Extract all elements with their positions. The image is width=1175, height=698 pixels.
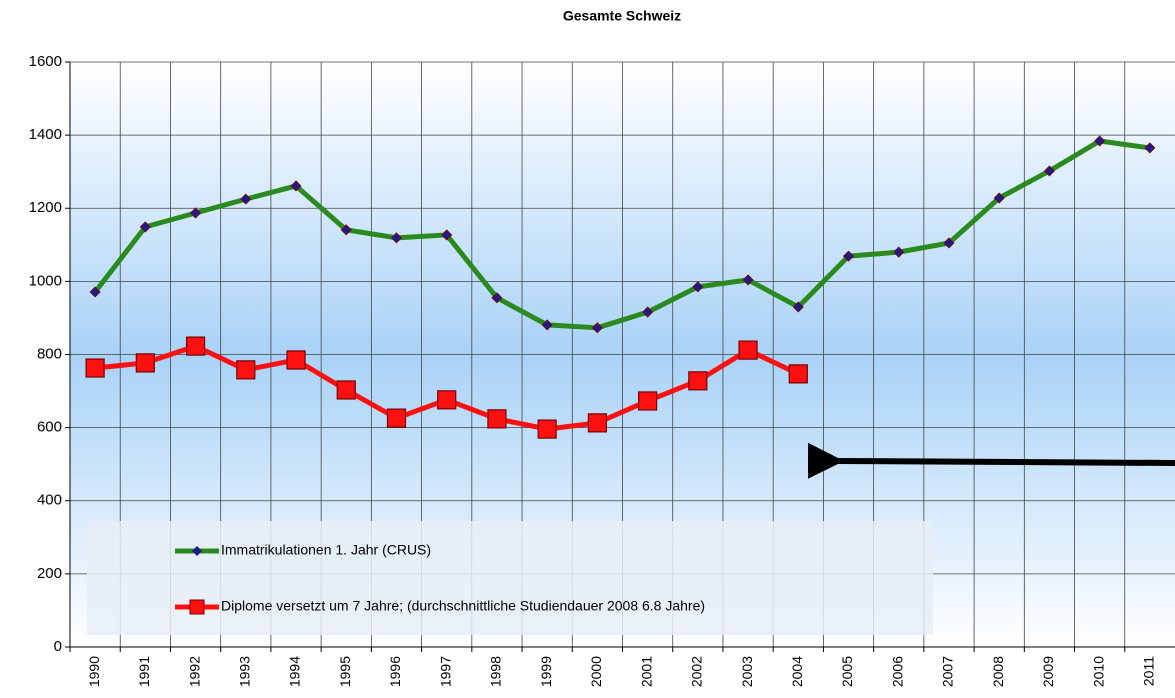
- marker: [1094, 135, 1106, 147]
- marker: [441, 229, 453, 241]
- y-tick-label: 1600: [29, 53, 62, 70]
- marker: [85, 358, 105, 378]
- marker: [240, 193, 252, 205]
- marker: [89, 286, 101, 298]
- y-tick-label: 400: [37, 492, 62, 509]
- marker: [236, 360, 256, 380]
- marker: [386, 408, 407, 428]
- marker: [286, 350, 306, 370]
- arrow: [807, 442, 1175, 479]
- chart-title: Gesamte Schweiz: [563, 8, 681, 24]
- x-tick-label: 1992: [186, 656, 202, 687]
- x-tick-label: 1993: [236, 656, 252, 687]
- marker: [1144, 142, 1156, 154]
- marker: [185, 336, 206, 356]
- x-tick-label: 1999: [538, 656, 554, 687]
- marker: [943, 237, 955, 249]
- marker: [487, 409, 507, 429]
- x-tick-label: 2003: [739, 656, 755, 687]
- marker: [738, 340, 758, 360]
- x-tick-label: 2010: [1090, 656, 1106, 687]
- marker: [587, 413, 607, 433]
- marker: [437, 390, 457, 410]
- marker: [135, 353, 155, 373]
- x-tick-label: 2000: [588, 656, 604, 687]
- y-tick-label: 1200: [29, 199, 62, 216]
- x-tick-label: 1997: [437, 656, 453, 687]
- legend-marker: [192, 546, 202, 556]
- marker: [491, 292, 503, 304]
- x-tick-label: 1996: [387, 656, 403, 687]
- x-tick-label: 1995: [337, 656, 353, 687]
- series-line: [93, 138, 1151, 331]
- marker: [638, 391, 658, 411]
- y-tick-label: 1400: [29, 126, 62, 143]
- marker: [190, 207, 202, 219]
- marker: [1043, 165, 1055, 177]
- marker: [993, 192, 1005, 204]
- marker: [742, 274, 754, 286]
- x-tick-label: 2005: [839, 656, 855, 687]
- marker: [390, 232, 403, 244]
- legend: [87, 521, 933, 635]
- x-tick-label: 2007: [940, 656, 956, 687]
- marker: [340, 224, 352, 236]
- marker: [139, 221, 151, 233]
- legend-label: Diplome versetzt um 7 Jahre; (durchschni…: [221, 598, 705, 614]
- marker: [792, 301, 804, 313]
- x-tick-label: 2004: [789, 656, 805, 687]
- x-tick-label: 1998: [488, 656, 504, 687]
- marker: [591, 322, 603, 334]
- marker: [893, 246, 905, 258]
- y-tick-label: 0: [54, 638, 62, 655]
- x-tick-label: 1994: [287, 656, 303, 687]
- x-tick-label: 1991: [136, 656, 152, 687]
- x-tick-label: 2001: [638, 656, 654, 687]
- y-tick-label: 200: [37, 565, 62, 582]
- marker: [541, 319, 553, 331]
- marker: [842, 250, 855, 262]
- x-tick-label: 2008: [990, 656, 1006, 687]
- marker: [336, 380, 356, 400]
- x-tick-label: 2009: [1040, 656, 1056, 687]
- marker: [290, 180, 302, 192]
- marker: [692, 281, 704, 293]
- marker: [788, 364, 808, 384]
- x-tick-label: 1990: [86, 656, 102, 687]
- x-tick-label: 2011: [1141, 656, 1157, 686]
- marker: [688, 371, 708, 391]
- legend-label: Immatrikulationen 1. Jahr (CRUS): [221, 542, 431, 558]
- x-tick-label: 2006: [889, 656, 905, 687]
- marker: [537, 419, 557, 439]
- y-tick-label: 800: [37, 345, 62, 362]
- y-tick-label: 600: [37, 419, 62, 436]
- y-tick-label: 1000: [29, 272, 62, 289]
- legend-marker: [189, 599, 205, 615]
- x-tick-label: 2002: [689, 656, 705, 687]
- marker: [642, 306, 654, 318]
